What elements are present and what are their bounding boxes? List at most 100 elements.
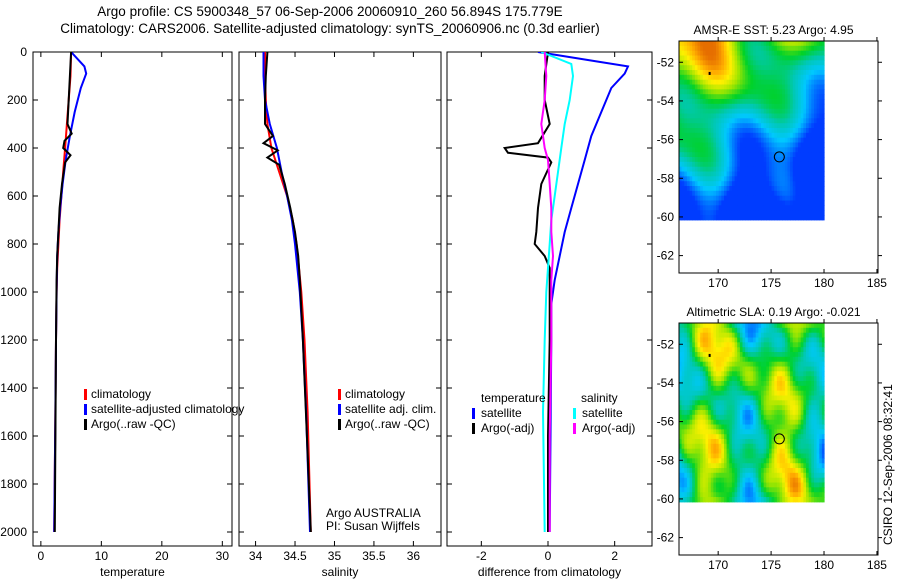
map-cell <box>761 79 765 86</box>
map-cell <box>798 113 802 119</box>
map-cell <box>758 487 762 493</box>
map-cell <box>814 434 818 440</box>
map-cell <box>689 458 693 464</box>
map-cell <box>795 142 799 148</box>
map-cell <box>705 400 709 406</box>
map-cell <box>806 477 810 484</box>
map-cell <box>795 453 799 459</box>
map-cell <box>798 400 802 406</box>
map-cell <box>729 157 733 163</box>
map-cell <box>808 210 812 216</box>
map-cell <box>806 132 810 139</box>
map-cell <box>819 99 823 105</box>
map-cell <box>729 94 733 100</box>
map-cell <box>721 94 725 100</box>
map-cell <box>787 439 791 445</box>
map-cell <box>716 45 720 52</box>
map-cell <box>758 400 762 406</box>
map-cell <box>787 463 791 469</box>
map-cell <box>790 463 794 469</box>
map-cell <box>692 190 696 197</box>
map-cell <box>708 395 712 401</box>
map-cell <box>724 376 728 382</box>
map-cell <box>792 200 796 206</box>
map-cell <box>814 171 818 177</box>
map-cell <box>792 205 796 211</box>
map-cell <box>816 195 820 202</box>
map-cell <box>694 171 699 177</box>
map-cell <box>816 60 820 66</box>
map-cell <box>679 181 683 187</box>
map-cell <box>731 166 736 173</box>
map-cell <box>718 482 722 488</box>
map-cell <box>684 332 688 339</box>
map-cell <box>787 60 791 66</box>
map-cell <box>710 352 714 358</box>
map-cell <box>784 94 789 100</box>
map-cell <box>729 79 733 86</box>
map-cell <box>790 50 794 57</box>
map-cell <box>787 434 791 440</box>
map-cell <box>771 113 775 119</box>
map-cell <box>697 171 701 177</box>
map-cell <box>790 332 794 339</box>
map-cell <box>700 65 704 71</box>
map-cell <box>779 352 783 358</box>
map-cell <box>776 453 781 459</box>
map-cell <box>710 108 714 115</box>
map-cell <box>718 195 722 202</box>
map-cell <box>724 205 728 211</box>
map-cell <box>755 190 759 197</box>
map-cell <box>808 337 812 343</box>
map-cell <box>790 356 794 363</box>
map-cell <box>742 157 746 163</box>
map-cell <box>697 419 701 426</box>
map-cell <box>705 89 709 95</box>
map-cell <box>774 89 778 95</box>
legend-header: salinity <box>581 391 618 405</box>
map-cell <box>819 332 823 339</box>
map-cell <box>800 186 804 192</box>
map-cell <box>808 487 812 493</box>
map-cell <box>758 366 762 372</box>
map-cell <box>697 458 701 464</box>
map-cell <box>679 434 683 440</box>
map-cell <box>821 94 825 100</box>
map-cell <box>753 443 757 450</box>
map-cell <box>739 65 744 71</box>
map-cell <box>800 171 804 177</box>
map-cell <box>774 419 778 426</box>
map-cell <box>702 176 706 182</box>
map-cell <box>763 157 767 163</box>
map-cell <box>710 361 714 368</box>
map-cell <box>811 152 815 158</box>
map-cell <box>806 434 810 440</box>
map-cell <box>716 352 720 358</box>
map-cell <box>713 55 717 61</box>
map-cell <box>784 142 789 148</box>
map-cell <box>737 79 741 86</box>
map-cell <box>784 89 789 95</box>
map-cell <box>819 132 823 139</box>
map-cell <box>702 405 706 411</box>
map-cell <box>798 347 802 353</box>
map-cell <box>806 381 810 387</box>
map-cell <box>747 487 751 493</box>
map-cell <box>814 79 818 86</box>
map-cell <box>745 152 749 158</box>
map-cell <box>761 487 765 493</box>
map-cell <box>721 200 725 206</box>
map-cell <box>779 424 783 430</box>
map-cell <box>776 152 781 158</box>
map-cell <box>792 94 796 100</box>
map-cell <box>702 371 706 377</box>
map-cell <box>753 400 757 406</box>
map-cell <box>792 113 796 119</box>
map-cell <box>808 128 812 134</box>
map-cell <box>713 118 717 124</box>
map-cell <box>697 186 701 192</box>
map-cell <box>686 123 691 129</box>
map-cell <box>694 41 699 47</box>
map-cell <box>731 434 736 440</box>
map-cell <box>787 497 791 503</box>
